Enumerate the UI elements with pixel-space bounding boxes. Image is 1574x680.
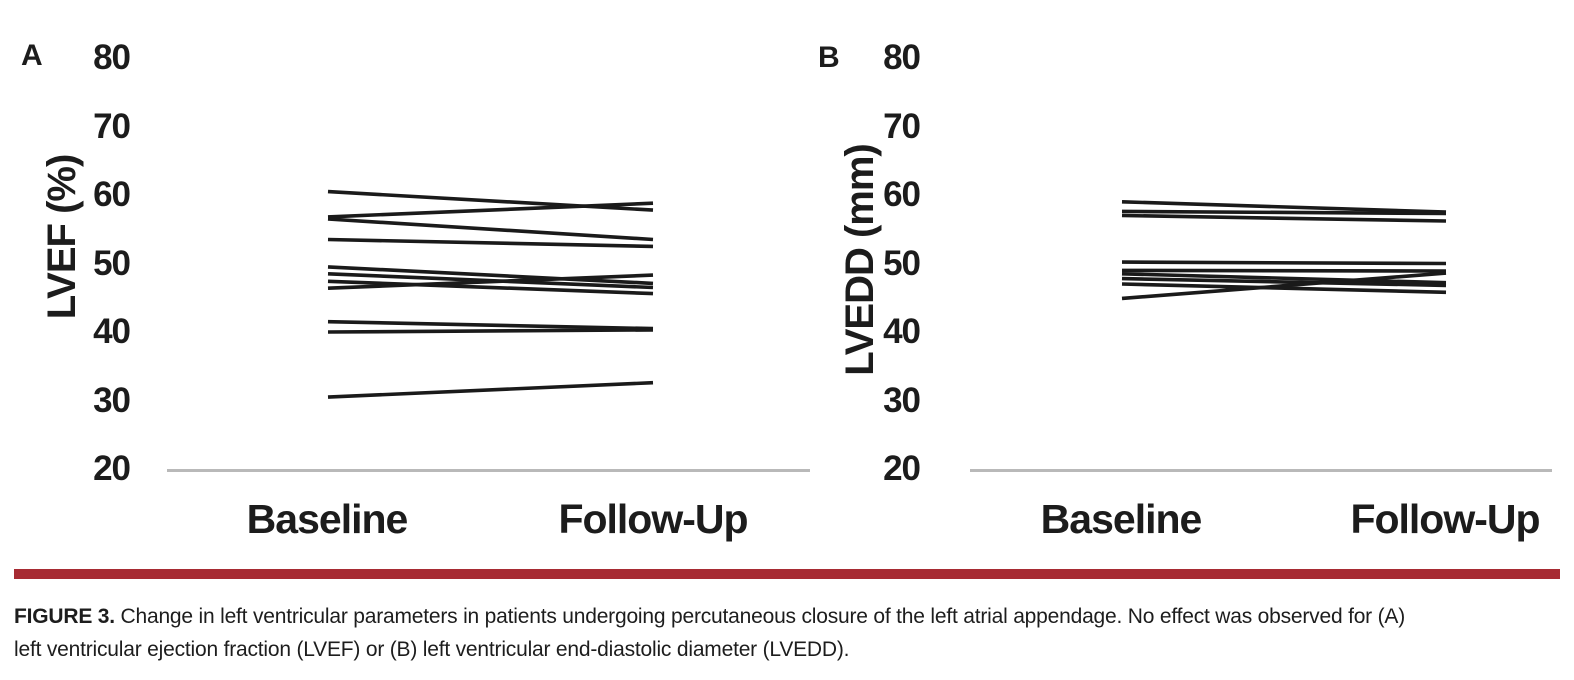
y-tick-label: 40: [883, 312, 921, 351]
panel-b-label: B: [818, 41, 840, 74]
slope-line: [327, 189, 654, 212]
slope-line: [327, 319, 654, 331]
y-tick-label: 30: [883, 380, 921, 420]
slope-line: [327, 201, 654, 219]
figure-caption: FIGURE 3. Change in left ventricular par…: [14, 600, 1566, 666]
y-tick-label: 20: [93, 449, 131, 488]
slope-line: [1121, 271, 1447, 301]
figure-caption-line1-text: Change in left ventricular parameters in…: [114, 605, 1406, 628]
figure-caption-label: FIGURE 3.: [14, 605, 115, 628]
slope-line: [1121, 276, 1447, 288]
x-category-followup-a: Follow-Up: [558, 496, 748, 542]
x-category-followup-b: Follow-Up: [1350, 496, 1540, 542]
panel-a-label: A: [21, 39, 43, 72]
y-tick-label: 50: [883, 243, 921, 283]
y-tick-label: 80: [883, 38, 921, 77]
slope-line: [1121, 213, 1447, 223]
slope-line: [1121, 209, 1447, 216]
slope-line: [327, 279, 654, 296]
y-axis-title-lvedd: LVEDD (mm): [838, 144, 882, 376]
slope-line: [1121, 272, 1447, 285]
slope-line: [327, 380, 654, 399]
figure-divider-rule: [14, 569, 1560, 579]
slope-line: [327, 217, 654, 242]
slope-line: [1121, 200, 1447, 214]
slope-line: [327, 328, 654, 334]
x-category-baseline-b: Baseline: [1040, 496, 1203, 542]
x-axis-line-a: [167, 469, 810, 472]
slope-line: [1121, 260, 1447, 266]
x-category-baseline-a: Baseline: [246, 496, 409, 542]
y-tick-label: 40: [93, 312, 131, 351]
y-tick-label: 60: [883, 175, 921, 214]
y-tick-label: 70: [883, 106, 921, 146]
y-tick-label: 30: [93, 380, 131, 420]
slope-line: [327, 265, 654, 286]
slope-line: [327, 237, 654, 249]
slope-line: [1121, 268, 1447, 273]
slope-line: [1121, 282, 1447, 295]
slope-lines-svg: [327, 189, 1447, 399]
y-tick-label: 80: [93, 38, 131, 77]
y-tick-label: 70: [93, 106, 131, 146]
figure-caption-line2: left ventricular ejection fraction (LVEF…: [14, 638, 850, 661]
y-tick-label: 50: [93, 243, 131, 283]
y-tick-label: 20: [883, 449, 921, 488]
figure-caption-line1: FIGURE 3. Change in left ventricular par…: [14, 600, 1566, 633]
y-tick-label: 60: [93, 175, 131, 214]
y-axis-title-lvef: LVEF (%): [40, 154, 84, 320]
x-axis-line-b: [970, 469, 1552, 472]
slope-line: [327, 273, 654, 290]
